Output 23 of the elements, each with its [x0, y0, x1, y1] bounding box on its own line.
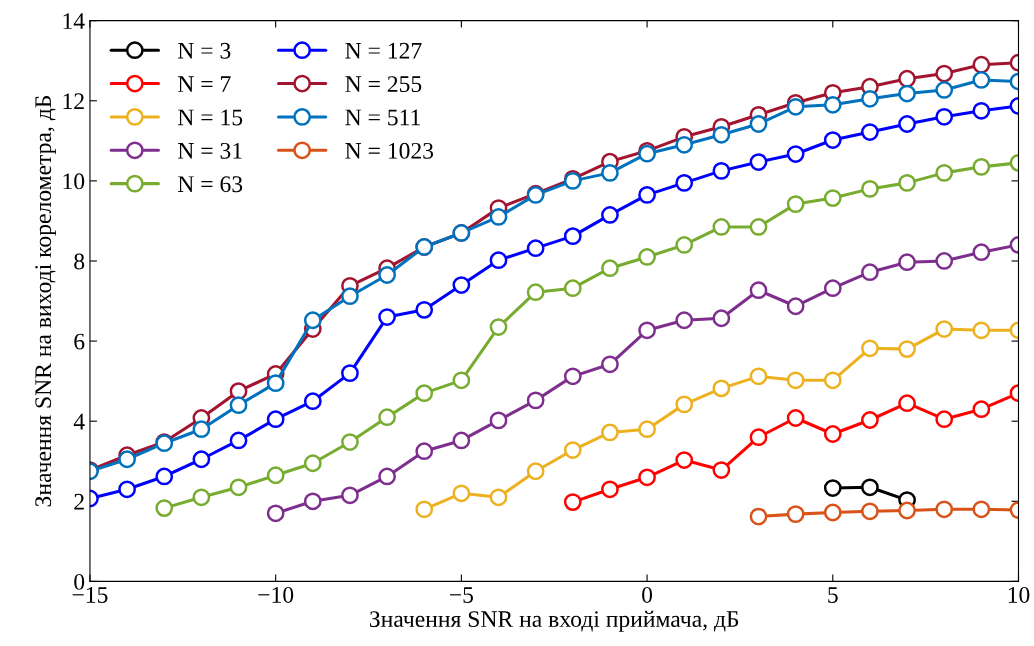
legend-label: N = 3 [178, 42, 231, 59]
y-tick-label: 14 [63, 13, 85, 29]
x-tick-label: 5 [828, 587, 838, 603]
legend-label: N = 31 [178, 142, 242, 159]
legend-label: N = 511 [345, 109, 420, 126]
y-tick-label: 2 [74, 493, 84, 510]
x-tick-label: −5 [449, 587, 474, 603]
x-tick-label: 0 [642, 586, 653, 603]
legend-label: N = 15 [178, 109, 243, 126]
legend-label: N = 1023 [345, 142, 434, 159]
legend-label: N = 63 [178, 176, 243, 193]
y-tick-label: 6 [74, 333, 85, 350]
x-tick-label: −10 [258, 586, 294, 603]
x-tick-label: 10 [1008, 586, 1030, 603]
x-axis-title: Значення SNR на вході приймача, дБ [370, 610, 739, 632]
legend-label: N = 127 [345, 42, 422, 59]
legend-label: N = 7 [178, 76, 231, 92]
y-tick-label: 4 [73, 413, 85, 430]
y-axis-title: Значення SNR на виході корелометра, дБ [35, 96, 56, 507]
y-tick-label: 12 [63, 93, 84, 109]
legend-label: N = 255 [345, 76, 422, 93]
y-tick-label: 8 [74, 253, 85, 270]
y-tick-label: 10 [63, 173, 85, 190]
